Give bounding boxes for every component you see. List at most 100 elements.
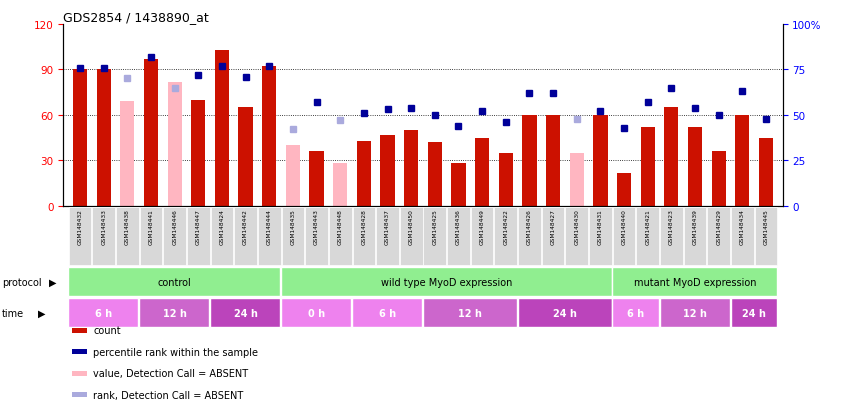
Text: GSM148422: GSM148422 (503, 208, 508, 244)
FancyBboxPatch shape (163, 208, 186, 266)
FancyBboxPatch shape (92, 208, 115, 266)
Text: 6 h: 6 h (95, 308, 113, 318)
FancyBboxPatch shape (210, 299, 280, 327)
FancyBboxPatch shape (423, 299, 517, 327)
Bar (593, 116, 607, 206)
Text: GSM148449: GSM148449 (480, 208, 485, 244)
Text: GSM148434: GSM148434 (740, 208, 744, 244)
Bar (759, 138, 773, 206)
Text: GSM148431: GSM148431 (598, 208, 603, 244)
Text: GSM148443: GSM148443 (314, 208, 319, 244)
Bar (452, 164, 465, 206)
Bar (688, 128, 702, 206)
Bar (262, 67, 277, 206)
Bar (522, 116, 536, 206)
Text: GSM148427: GSM148427 (551, 208, 556, 244)
Text: control: control (157, 277, 191, 287)
Text: 24 h: 24 h (553, 308, 577, 318)
FancyBboxPatch shape (69, 299, 139, 327)
Text: GSM148436: GSM148436 (456, 208, 461, 244)
Text: percentile rank within the sample: percentile rank within the sample (93, 347, 258, 357)
Bar (711, 152, 726, 206)
Bar (498, 154, 513, 206)
FancyBboxPatch shape (376, 208, 398, 266)
Text: GSM148448: GSM148448 (338, 208, 343, 244)
Text: GSM148441: GSM148441 (148, 208, 153, 244)
FancyBboxPatch shape (684, 208, 706, 266)
Text: time: time (2, 308, 24, 318)
Text: ▶: ▶ (38, 308, 46, 318)
Bar (546, 116, 560, 206)
Text: GSM148445: GSM148445 (763, 208, 768, 244)
Text: 6 h: 6 h (628, 308, 645, 318)
FancyBboxPatch shape (69, 268, 280, 296)
Text: GSM148426: GSM148426 (527, 208, 532, 244)
FancyBboxPatch shape (541, 208, 564, 266)
Text: GSM148432: GSM148432 (78, 208, 83, 244)
Bar (96, 70, 111, 206)
Text: 6 h: 6 h (379, 308, 396, 318)
Bar (664, 108, 678, 206)
FancyBboxPatch shape (589, 208, 612, 266)
FancyBboxPatch shape (660, 208, 683, 266)
FancyBboxPatch shape (211, 208, 233, 266)
Text: GSM148444: GSM148444 (266, 208, 272, 244)
FancyBboxPatch shape (707, 208, 730, 266)
Text: GSM148433: GSM148433 (102, 208, 106, 244)
FancyBboxPatch shape (730, 299, 777, 327)
Bar (286, 146, 300, 206)
Text: GDS2854 / 1438890_at: GDS2854 / 1438890_at (63, 11, 209, 24)
Bar (404, 131, 418, 206)
FancyBboxPatch shape (518, 299, 612, 327)
Bar (310, 152, 324, 206)
FancyBboxPatch shape (494, 208, 517, 266)
Bar (617, 173, 631, 206)
FancyBboxPatch shape (69, 208, 91, 266)
Bar (168, 82, 182, 206)
Text: GSM148424: GSM148424 (219, 208, 224, 244)
Bar (640, 128, 655, 206)
Text: GSM148447: GSM148447 (195, 208, 201, 244)
Text: GSM148442: GSM148442 (243, 208, 248, 244)
Text: GSM148446: GSM148446 (172, 208, 177, 244)
Text: GSM148430: GSM148430 (574, 208, 580, 244)
FancyBboxPatch shape (329, 208, 352, 266)
FancyBboxPatch shape (518, 208, 541, 266)
Text: value, Detection Call = ABSENT: value, Detection Call = ABSENT (93, 368, 248, 378)
Text: GSM148425: GSM148425 (432, 208, 437, 244)
FancyBboxPatch shape (470, 208, 493, 266)
Bar (120, 102, 135, 206)
Text: GSM148421: GSM148421 (645, 208, 651, 244)
Text: wild type MyoD expression: wild type MyoD expression (381, 277, 513, 287)
Bar (428, 143, 442, 206)
Bar (144, 59, 158, 206)
FancyBboxPatch shape (613, 299, 659, 327)
FancyBboxPatch shape (187, 208, 210, 266)
Text: 24 h: 24 h (742, 308, 766, 318)
FancyBboxPatch shape (424, 208, 446, 266)
FancyBboxPatch shape (755, 208, 777, 266)
Text: ▶: ▶ (49, 277, 57, 287)
Text: 12 h: 12 h (162, 308, 187, 318)
Text: count: count (93, 325, 121, 335)
Text: 24 h: 24 h (233, 308, 257, 318)
FancyBboxPatch shape (140, 208, 162, 266)
Text: GSM148435: GSM148435 (290, 208, 295, 244)
FancyBboxPatch shape (305, 208, 328, 266)
FancyBboxPatch shape (281, 268, 612, 296)
Bar (475, 138, 489, 206)
FancyBboxPatch shape (636, 208, 659, 266)
FancyBboxPatch shape (400, 208, 422, 266)
Bar (381, 135, 394, 206)
Text: 12 h: 12 h (683, 308, 707, 318)
Text: rank, Detection Call = ABSENT: rank, Detection Call = ABSENT (93, 390, 244, 400)
Bar (357, 141, 371, 206)
FancyBboxPatch shape (139, 299, 210, 327)
FancyBboxPatch shape (660, 299, 730, 327)
Text: GSM148429: GSM148429 (717, 208, 721, 244)
FancyBboxPatch shape (281, 299, 351, 327)
Text: GSM148439: GSM148439 (693, 208, 698, 244)
Text: 12 h: 12 h (459, 308, 482, 318)
Text: GSM148440: GSM148440 (622, 208, 627, 244)
FancyBboxPatch shape (731, 208, 754, 266)
